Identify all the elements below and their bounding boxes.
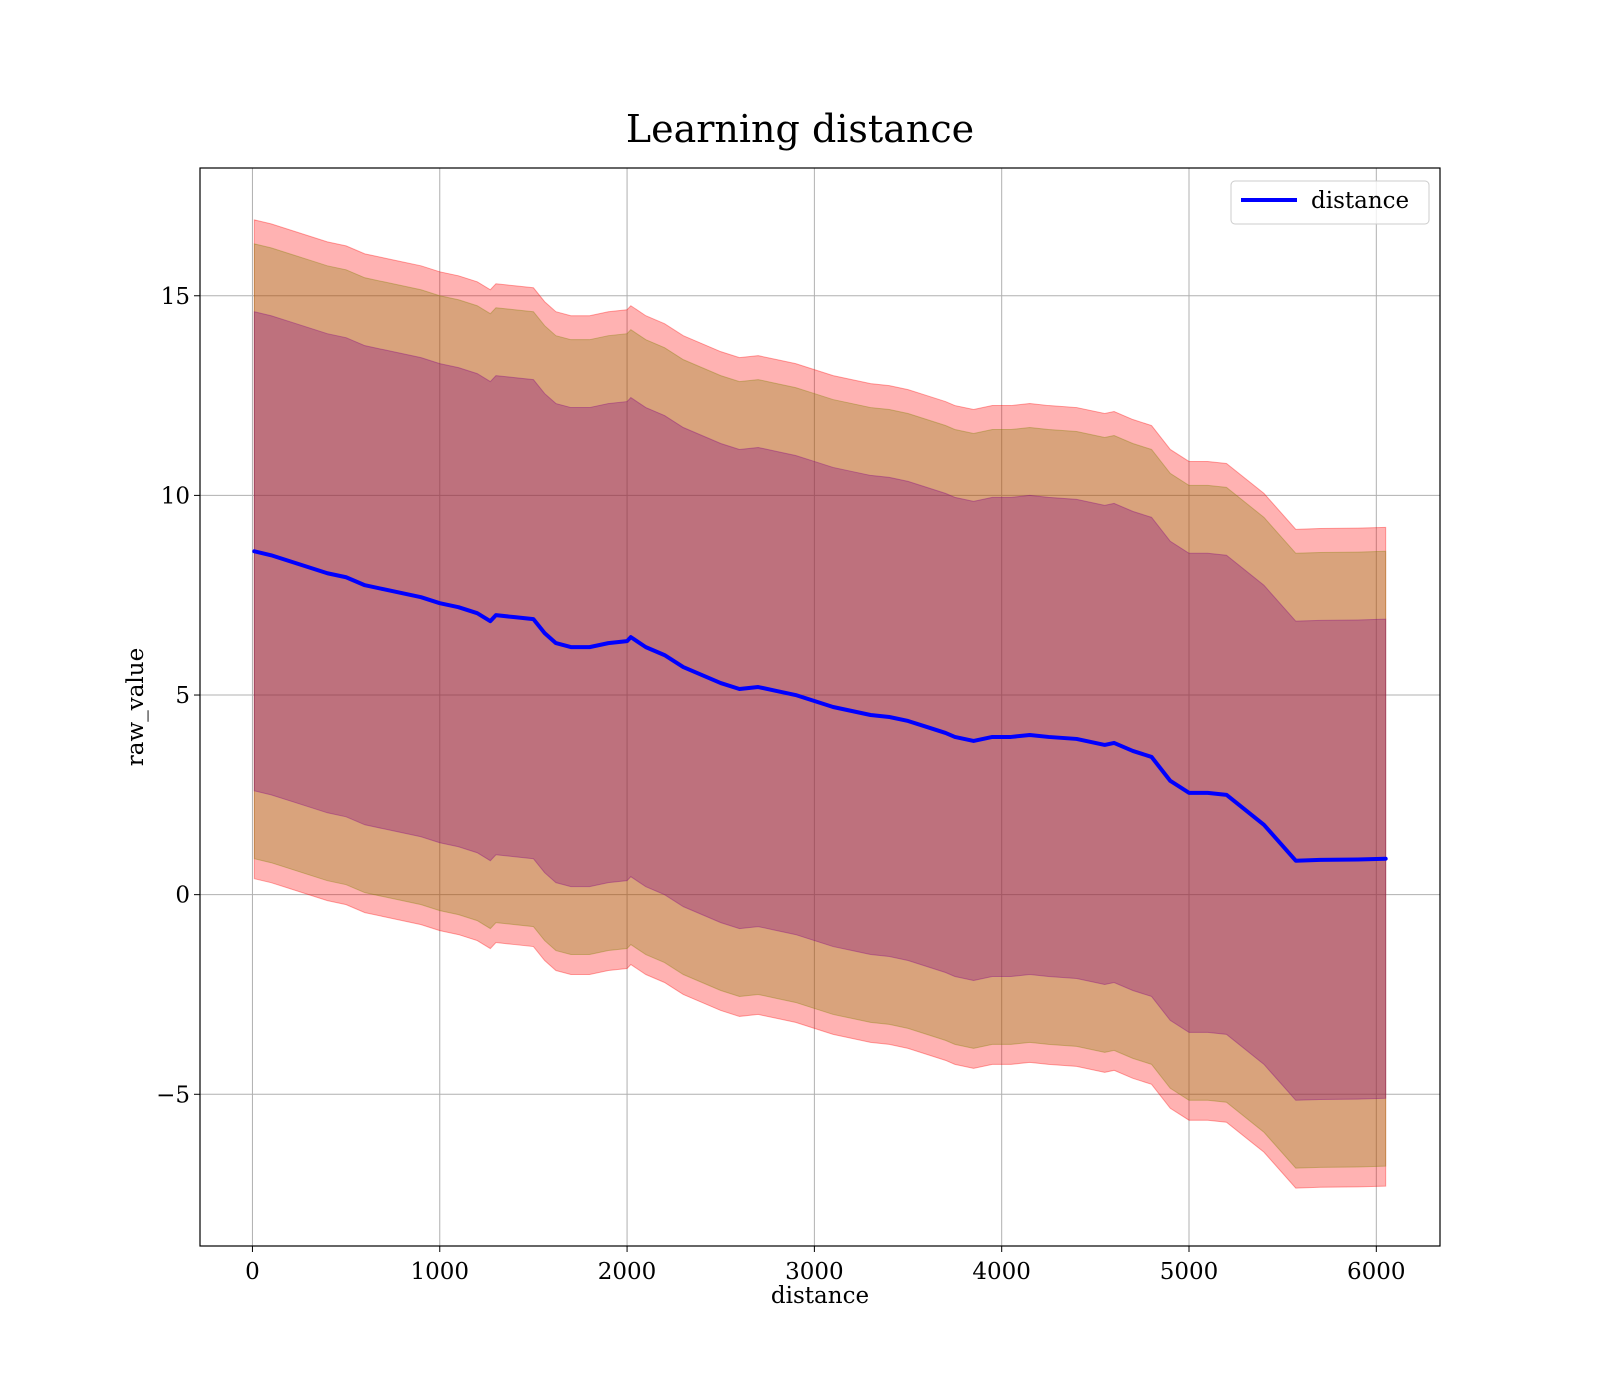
y-tick-label: −5 <box>156 1082 190 1108</box>
x-tick-label: 1000 <box>410 1259 469 1285</box>
x-axis-label: distance <box>771 1283 869 1309</box>
x-tick-label: 3000 <box>785 1259 844 1285</box>
confidence-bands <box>253 219 1387 1189</box>
y-axis-label: raw_value <box>123 648 149 766</box>
x-tick-label: 5000 <box>1160 1259 1219 1285</box>
series-line-distance <box>252 549 1388 863</box>
y-axis-ticks: −5 0 5 10 15 <box>156 284 200 1108</box>
grid <box>200 168 1440 1246</box>
x-axis-ticks: 0 1000 2000 3000 4000 5000 6000 <box>245 1246 1406 1285</box>
y-tick-label: 0 <box>175 883 190 909</box>
band-inner-band <box>253 311 1387 1101</box>
band-middle-band <box>253 243 1387 1169</box>
x-tick-label: 6000 <box>1347 1259 1406 1285</box>
legend-label-distance: distance <box>1311 188 1409 214</box>
y-tick-label: 10 <box>161 483 190 509</box>
series-lines <box>252 549 1388 863</box>
plot-frame <box>199 167 1441 1247</box>
chart-title: Learning distance <box>626 107 974 151</box>
y-tick-label: 5 <box>175 683 190 709</box>
x-tick-label: 0 <box>245 1259 260 1285</box>
legend-box <box>1230 180 1430 225</box>
y-tick-label: 15 <box>161 284 190 310</box>
legend: distance <box>1230 180 1430 225</box>
x-tick-label: 4000 <box>972 1259 1031 1285</box>
x-tick-label: 2000 <box>598 1259 657 1285</box>
